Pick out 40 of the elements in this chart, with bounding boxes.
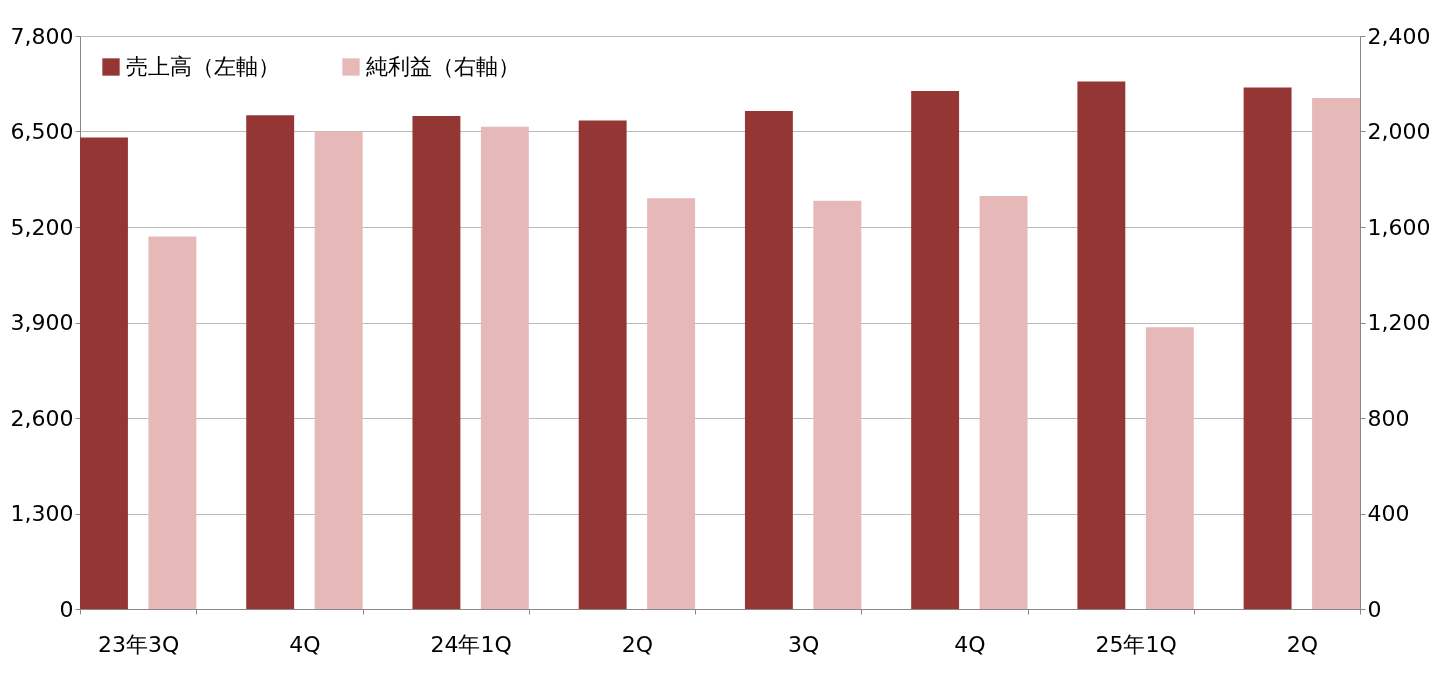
x-tick-label: 2Q [621, 631, 654, 657]
x-tick-label: 24年1Q [430, 631, 512, 657]
y-tick-label: 6,500 [10, 119, 74, 144]
y2-tick-label: 2,000 [1367, 119, 1431, 144]
bar [80, 137, 128, 609]
bar [979, 195, 1028, 609]
y2-tick-label: 800 [1367, 405, 1410, 431]
legend-label: 純利益（右軸） [366, 54, 520, 79]
y2-tick-label: 1,600 [1367, 214, 1431, 240]
bar [1145, 327, 1194, 609]
x-tick-label: 3Q [787, 631, 820, 657]
x-tick-label: 4Q [954, 631, 986, 657]
y-tick-label: 2,600 [10, 405, 74, 431]
bar [813, 200, 862, 609]
y2-tick-label: 2,400 [1367, 23, 1431, 49]
y2-tick-label: 400 [1367, 501, 1410, 526]
y-tick-label: 7,800 [10, 23, 74, 49]
bar [1243, 87, 1292, 609]
bar [480, 126, 529, 609]
bar [911, 91, 960, 609]
y2-tick-label: 1,200 [1367, 310, 1431, 335]
bar [314, 131, 363, 609]
bar [1077, 81, 1126, 609]
x-tick-label: 4Q [289, 631, 321, 657]
bar [412, 116, 461, 609]
x-tick-label: 25年1Q [1095, 631, 1177, 657]
y-tick-label: 5,200 [10, 214, 74, 240]
bar [148, 236, 197, 609]
y-tick-label: 1,300 [10, 501, 74, 526]
bar [1312, 98, 1360, 609]
y-tick-label: 3,900 [10, 310, 74, 335]
y-tick-label: 0 [59, 596, 74, 622]
legend-label: 売上高（左軸） [126, 54, 280, 79]
y2-tick-label: 0 [1367, 596, 1382, 622]
bar [744, 110, 793, 609]
bar [647, 198, 696, 609]
bar [578, 120, 627, 609]
x-tick-label: 23年3Q [98, 631, 180, 657]
bar [246, 115, 295, 609]
x-tick-label: 2Q [1286, 631, 1318, 657]
